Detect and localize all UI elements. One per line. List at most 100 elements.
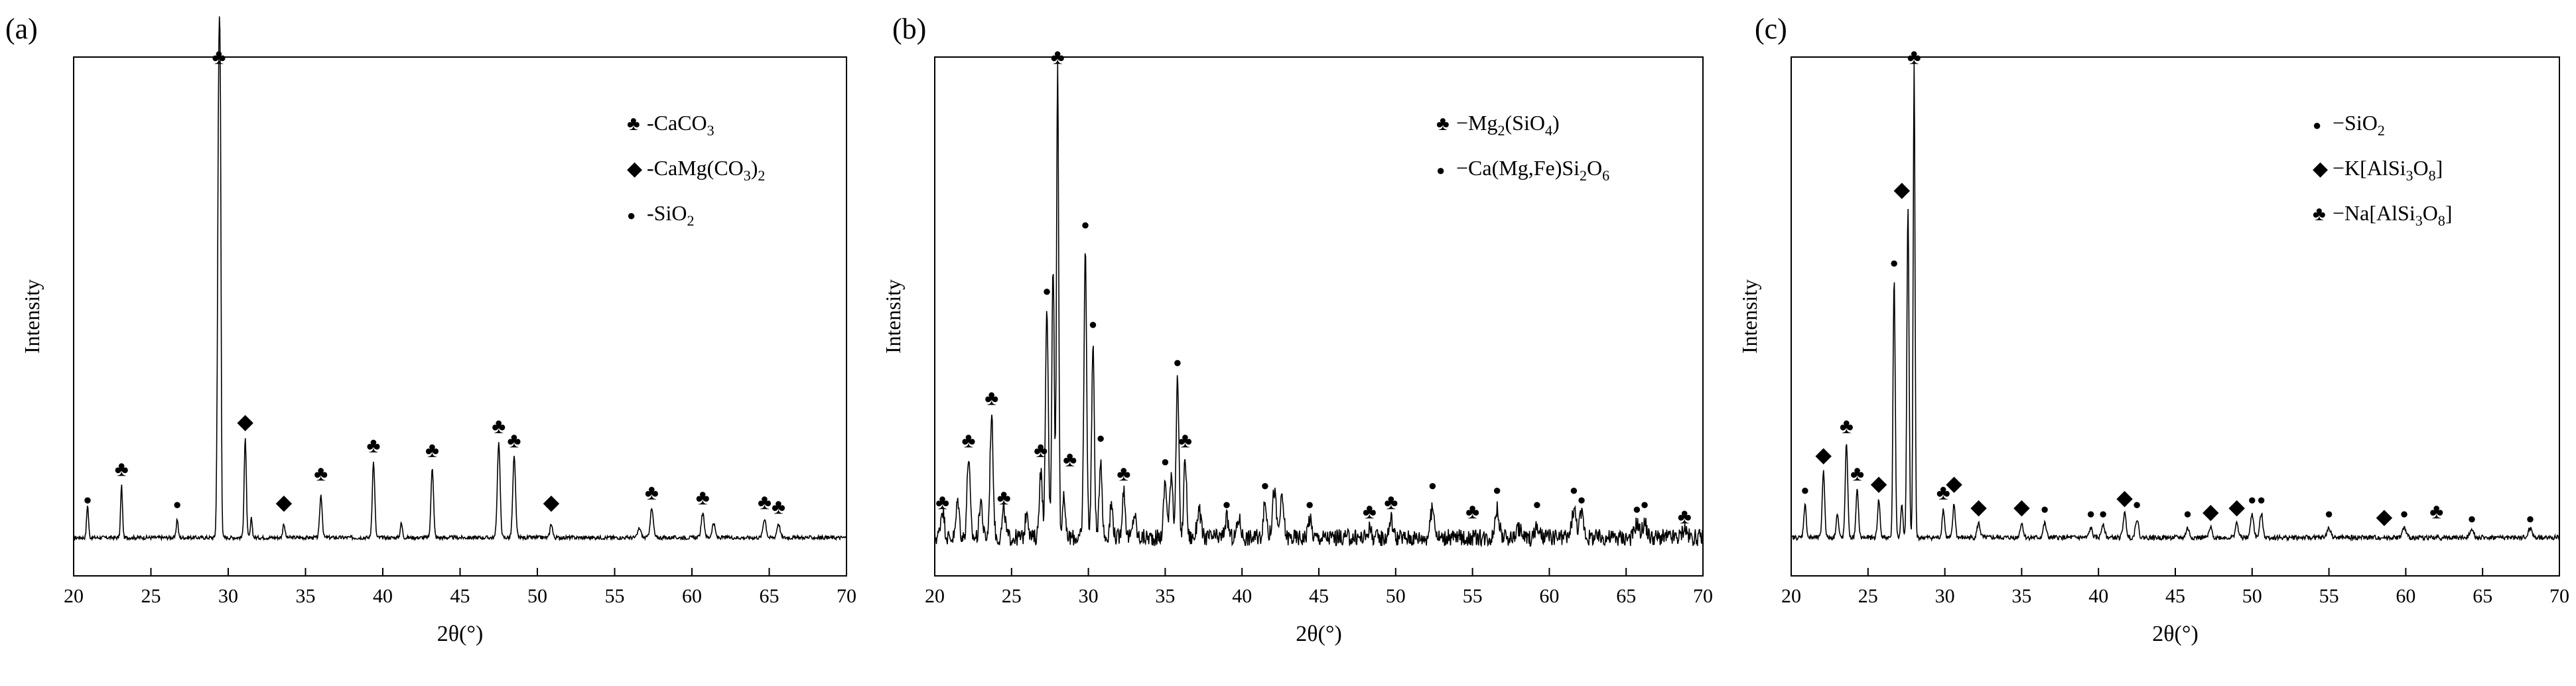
peak-marker: ● <box>1633 501 1641 517</box>
peak-marker: ◆ <box>1946 471 1962 495</box>
peak-marker: ● <box>1800 482 1809 498</box>
peak-marker: ● <box>1640 496 1649 512</box>
x-tick-label: 60 <box>2396 585 2415 607</box>
peak-marker: ♣ <box>492 414 506 438</box>
legend-symbol: ● <box>1436 162 1445 178</box>
peak-marker: ♣ <box>645 480 659 504</box>
x-axis-label: 2θ(°) <box>2152 622 2199 646</box>
legend-symbol: ♣ <box>627 113 640 135</box>
x-tick-label: 45 <box>2165 585 2185 607</box>
panel-label: (a) <box>5 13 38 45</box>
peak-marker: ♣ <box>1051 44 1065 68</box>
xrd-pattern-line <box>73 16 847 542</box>
peak-marker: ● <box>1042 283 1051 299</box>
peak-marker: ● <box>2132 496 2141 512</box>
peak-marker: ● <box>172 496 181 512</box>
x-tick-label: 50 <box>1386 585 1406 607</box>
legend-symbol: ♣ <box>2313 203 2326 225</box>
plot-frame <box>1791 56 2560 577</box>
peak-marker: ● <box>1222 496 1231 512</box>
x-tick-label: 50 <box>527 585 547 607</box>
x-tick-label: 35 <box>2011 585 2031 607</box>
peak-marker: ♣ <box>425 438 439 462</box>
peak-marker: ♣ <box>2429 500 2443 523</box>
y-axis-label: Intensity <box>20 279 44 354</box>
legend-entry: -CaCO3​ <box>647 111 714 139</box>
x-axis-label: 2θ(°) <box>1296 622 1342 646</box>
peak-marker: ♣ <box>1840 414 1854 438</box>
peak-marker: ♣ <box>1936 480 1950 504</box>
peak-marker: ♣ <box>984 385 998 409</box>
peak-marker: ♣ <box>1117 462 1130 486</box>
x-tick-label: 55 <box>605 585 625 607</box>
peak-marker: ◆ <box>1871 471 1887 495</box>
peak-marker: ◆ <box>1970 495 1987 519</box>
x-tick-label: 20 <box>925 585 945 607</box>
peak-marker: ◆ <box>2013 495 2030 519</box>
x-tick-label: 40 <box>373 585 393 607</box>
peak-marker: ♣ <box>758 490 772 514</box>
xrd-panel-2: 20 25 30 35 40 45 50 55 60 65 70 2θ(°) Intensity (b) ♣… <box>881 13 1713 646</box>
legend-symbol: ♣ <box>1436 113 1450 135</box>
x-tick-label: 45 <box>1309 585 1329 607</box>
peak-marker: ● <box>1081 216 1089 233</box>
x-tick-label: 70 <box>1693 585 1713 607</box>
panel-label: (c) <box>1755 13 1787 45</box>
peak-marker: ● <box>1570 482 1578 498</box>
peak-marker: ♣ <box>508 429 521 452</box>
legend-symbol: ● <box>627 207 636 224</box>
peak-marker: ♣ <box>1465 500 1479 523</box>
x-tick-label: 60 <box>1539 585 1559 607</box>
peak-marker: ● <box>1260 477 1269 494</box>
peak-marker: ◆ <box>2116 485 2133 509</box>
peak-marker: ● <box>2325 506 2333 522</box>
x-tick-label: 20 <box>64 585 84 607</box>
legend-entry: -CaMg(CO3​)2​ <box>647 156 765 184</box>
peak-marker: ● <box>1428 477 1437 494</box>
xrd-panel-1: 20 25 30 35 40 45 50 55 60 65 70 2θ(°) Intensity (a) ●… <box>5 13 856 646</box>
peak-marker: ♣ <box>1363 500 1377 523</box>
legend-symbol: ◆ <box>2313 158 2328 180</box>
peak-marker: ◆ <box>543 490 560 514</box>
x-tick-label: 25 <box>141 585 161 607</box>
panel-label: (b) <box>892 13 926 45</box>
legend-entry: −Na[AlSi3​O8​] <box>2333 201 2452 229</box>
y-axis-label: Intensity <box>1737 279 1761 354</box>
peak-marker: ◆ <box>2228 495 2245 519</box>
x-tick-label: 40 <box>2088 585 2108 607</box>
peak-marker: ♣ <box>1678 504 1692 528</box>
plot-frame <box>73 56 847 577</box>
peak-marker: ◆ <box>1815 443 1832 466</box>
legend-entry: −Ca(Mg,Fe)Si2​O6​ <box>1456 156 1609 184</box>
x-tick-label: 65 <box>2473 585 2492 607</box>
peak-marker: ● <box>1305 496 1314 512</box>
peak-marker: ● <box>1096 430 1105 446</box>
peak-marker: ♣ <box>961 429 975 452</box>
x-tick-label: 65 <box>1616 585 1636 607</box>
legend-symbol: ● <box>2313 117 2321 133</box>
x-tick-label: 40 <box>1232 585 1252 607</box>
x-tick-label: 65 <box>760 585 780 607</box>
peak-marker: ● <box>83 491 92 508</box>
xrd-pattern-line <box>1791 63 2560 542</box>
peak-marker: ● <box>2526 510 2534 527</box>
peak-marker: ● <box>1532 496 1541 512</box>
peak-marker: ● <box>2086 506 2095 522</box>
x-tick-label: 55 <box>2319 585 2339 607</box>
legend-entry: −Mg2​(SiO4​) <box>1456 111 1560 139</box>
peak-marker: ● <box>2257 491 2266 508</box>
peak-marker: ♣ <box>367 433 381 457</box>
peak-marker: ♣ <box>115 456 129 480</box>
y-axis-label: Intensity <box>881 279 905 354</box>
x-tick-label: 20 <box>1781 585 1801 607</box>
x-tick-label: 70 <box>837 585 856 607</box>
x-tick-label: 35 <box>296 585 316 607</box>
peak-marker: ● <box>1493 482 1501 498</box>
peak-marker: ● <box>1173 354 1182 370</box>
peak-marker: ● <box>2248 491 2256 508</box>
peak-marker: ♣ <box>1178 429 1192 452</box>
x-tick-label: 30 <box>1079 585 1099 607</box>
peak-marker: ◆ <box>2376 504 2393 528</box>
peak-marker: ● <box>2183 506 2192 522</box>
